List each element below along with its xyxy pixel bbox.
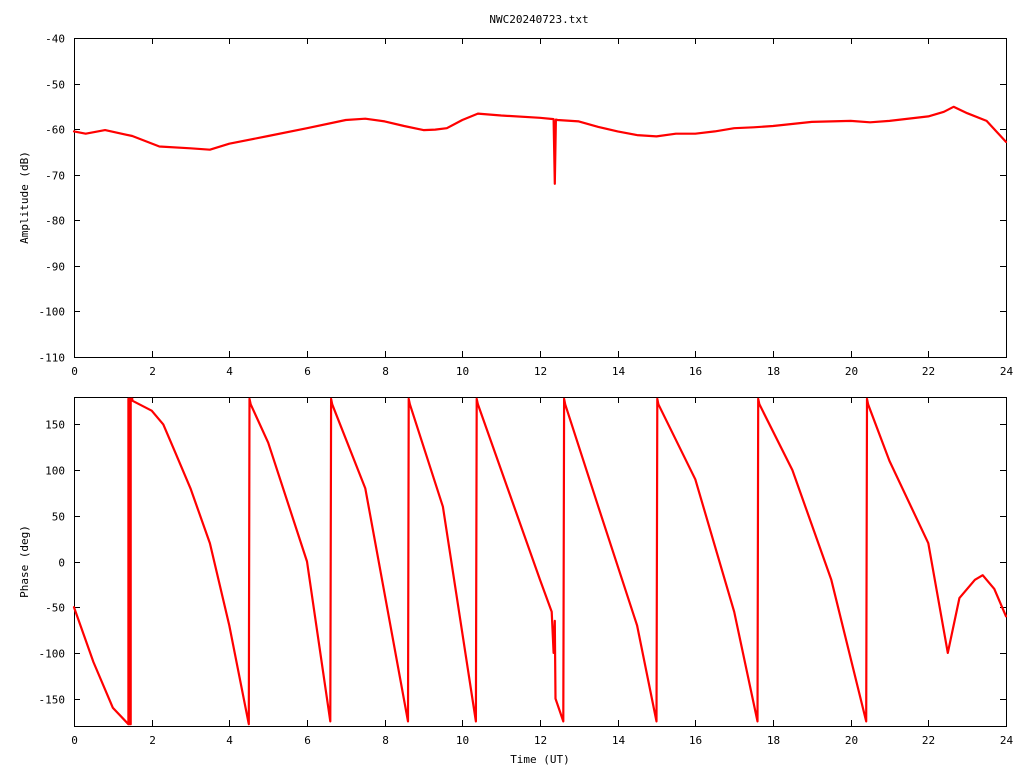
amplitude-x-tick-label: 16 — [689, 365, 702, 378]
amplitude-x-tick-label: 20 — [845, 365, 858, 378]
phase-y-axis-label: Phase (deg) — [18, 525, 31, 598]
phase-x-tick-label: 0 — [71, 734, 78, 747]
amplitude-y-tick-label: -70 — [45, 170, 65, 183]
phase-y-tick-label: 100 — [45, 465, 65, 478]
phase-x-tick-label: 16 — [689, 734, 702, 747]
amplitude-y-tick-label: -50 — [45, 79, 65, 92]
phase-y-tick-label: 50 — [52, 511, 65, 524]
phase-x-tick-label: 18 — [767, 734, 780, 747]
amplitude-x-tick-label: 14 — [612, 365, 626, 378]
phase-x-axis-label: Time (UT) — [510, 753, 570, 766]
amplitude-panel: 0 2 4 6 8 10 12 14 16 18 20 22 24-40-50-60-70-80-90-… — [18, 33, 1013, 379]
amplitude-x-tick-label: 2 — [149, 365, 156, 378]
amplitude-y-axis-label: Amplitude (dB) — [18, 151, 31, 244]
phase-y-tick-label: 150 — [45, 419, 65, 432]
phase-x-tick-label: 10 — [456, 734, 469, 747]
amplitude-x-tick-label: 22 — [922, 365, 935, 378]
phase-y-tick-label: 0 — [58, 557, 65, 570]
chart-title: NWC20240723.txt — [489, 13, 588, 26]
phase-x-tick-label: 14 — [612, 734, 626, 747]
amplitude-x-tick-label: 0 — [71, 365, 78, 378]
phase-series-line — [72, 397, 1008, 726]
phase-x-tick-label: 20 — [845, 734, 858, 747]
amplitude-y-tick-label: -110 — [39, 352, 66, 365]
amplitude-x-tick-label: 12 — [534, 365, 547, 378]
amplitude-plot-frame — [74, 38, 1007, 358]
phase-x-tick-label: 24 — [1000, 734, 1014, 747]
phase-x-tick-label: 12 — [534, 734, 547, 747]
phase-x-tick-label: 4 — [226, 734, 233, 747]
amplitude-y-tick-label: -40 — [45, 33, 65, 46]
amplitude-x-tick-label: 18 — [767, 365, 780, 378]
phase-x-tick-label: 22 — [922, 734, 935, 747]
amplitude-x-tick-label: 8 — [382, 365, 389, 378]
amplitude-y-tick-label: -60 — [45, 124, 65, 137]
phase-y-tick-label: -100 — [39, 648, 66, 661]
phase-x-tick-label: 2 — [149, 734, 156, 747]
amplitude-x-tick-label: 24 — [1000, 365, 1014, 378]
amplitude-x-tick-label: 4 — [226, 365, 233, 378]
phase-y-tick-label: -150 — [39, 694, 66, 707]
amplitude-y-tick-label: -100 — [39, 306, 66, 319]
amplitude-series-line — [72, 105, 1008, 185]
amplitude-y-tick-label: -80 — [45, 215, 65, 228]
phase-panel: 0 2 4 6 8 10 12 14 16 18 20 22 24150100500-50-100-15… — [18, 397, 1013, 766]
amplitude-x-tick-label: 10 — [456, 365, 469, 378]
phase-x-tick-label: 6 — [304, 734, 311, 747]
phase-y-tick-label: -50 — [45, 602, 65, 615]
amplitude-x-tick-label: 6 — [304, 365, 311, 378]
amplitude-y-tick-label: -90 — [45, 261, 65, 274]
phase-x-tick-label: 8 — [382, 734, 389, 747]
